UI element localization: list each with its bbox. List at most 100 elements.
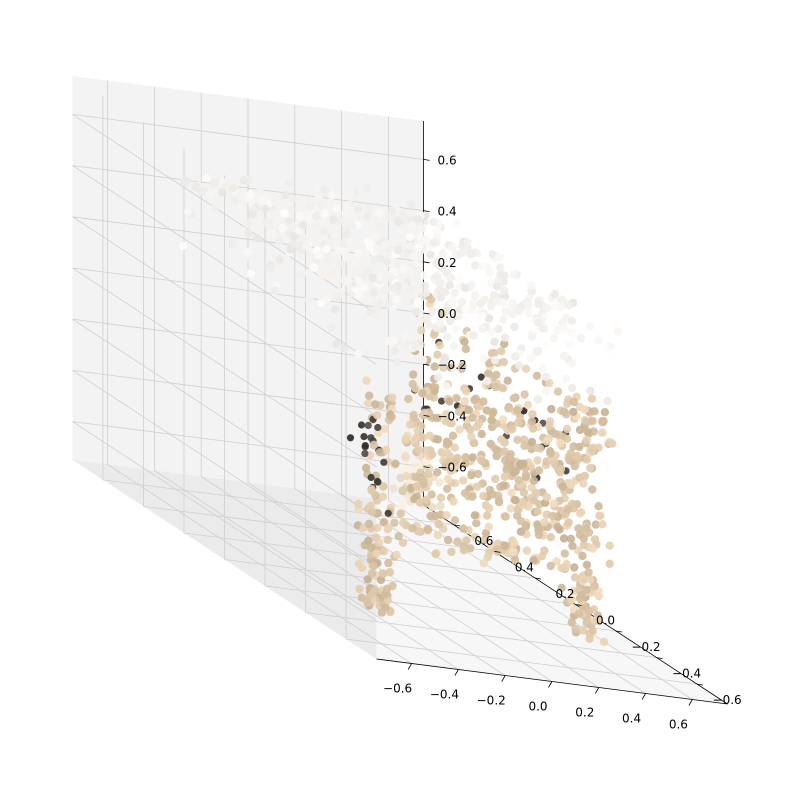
- data-point: [579, 540, 589, 550]
- data-point: [449, 341, 458, 351]
- data-point: [429, 330, 439, 339]
- data-point: [453, 537, 462, 546]
- data-point: [450, 443, 459, 452]
- x-tick-label: 0.2: [575, 706, 594, 720]
- data-point: [467, 305, 476, 314]
- data-point: [468, 453, 477, 462]
- data-point: [534, 466, 544, 475]
- data-point: [467, 432, 476, 441]
- data-point: [422, 495, 431, 504]
- data-point: [360, 317, 369, 326]
- data-point: [582, 560, 592, 569]
- data-point: [578, 626, 588, 635]
- grid-line: [72, 114, 377, 314]
- data-point: [266, 263, 276, 273]
- data-point: [334, 245, 343, 255]
- data-point: [399, 281, 409, 290]
- data-point: [301, 234, 310, 243]
- data-point: [443, 474, 453, 484]
- data-point: [499, 357, 508, 367]
- x-tick-mark: [688, 699, 693, 706]
- data-point: [527, 417, 537, 426]
- data-point: [376, 575, 386, 585]
- data-point: [426, 250, 435, 259]
- data-point: [605, 438, 614, 447]
- data-point: [419, 271, 429, 280]
- data-point: [275, 255, 284, 264]
- data-point: [582, 435, 591, 444]
- z-tick-label: 0.2: [438, 256, 457, 270]
- data-point: [403, 251, 412, 260]
- data-point: [605, 541, 614, 550]
- data-point: [431, 511, 440, 521]
- data-point: [387, 412, 396, 422]
- data-point: [472, 519, 481, 528]
- data-point: [288, 195, 297, 204]
- data-point: [374, 428, 383, 438]
- data-point: [569, 397, 579, 407]
- data-point: [530, 496, 539, 505]
- data-point: [499, 481, 508, 490]
- data-point: [585, 463, 595, 473]
- data-point: [451, 393, 461, 403]
- z-tick-mark: [423, 415, 430, 417]
- data-point: [443, 332, 452, 342]
- data-point: [417, 326, 426, 335]
- data-point: [320, 209, 329, 218]
- data-point: [366, 543, 375, 552]
- data-point: [478, 324, 487, 334]
- data-point: [398, 486, 407, 496]
- data-point: [384, 213, 393, 222]
- data-point: [449, 497, 458, 506]
- data-point: [533, 456, 542, 465]
- z-tick-label: −0.2: [438, 358, 467, 372]
- data-point: [442, 381, 451, 391]
- data-point: [428, 503, 437, 512]
- data-point: [453, 453, 462, 463]
- y-tick-mark: [453, 524, 460, 527]
- data-point: [327, 323, 336, 332]
- data-point: [436, 501, 445, 511]
- data-point: [440, 353, 450, 363]
- z-tick-mark: [423, 363, 430, 366]
- data-point: [542, 340, 551, 349]
- data-point: [405, 420, 415, 429]
- data-point: [541, 386, 551, 395]
- data-point: [311, 221, 321, 230]
- data-point: [494, 324, 503, 334]
- data-point: [314, 251, 323, 260]
- data-point: [588, 626, 597, 635]
- data-point: [486, 439, 495, 448]
- data-point: [271, 286, 280, 296]
- data-point: [613, 327, 623, 336]
- data-point: [497, 435, 506, 444]
- data-point: [423, 470, 433, 479]
- data-point: [575, 425, 585, 435]
- data-point: [562, 434, 572, 443]
- data-point: [560, 549, 569, 558]
- data-point: [398, 538, 408, 547]
- data-point: [571, 624, 580, 634]
- data-point: [466, 544, 475, 553]
- data-point: [487, 416, 496, 425]
- data-point: [488, 409, 497, 418]
- data-point: [528, 410, 537, 419]
- data-point: [382, 257, 392, 266]
- data-point: [330, 305, 340, 314]
- data-point: [519, 488, 529, 497]
- data-point: [369, 288, 378, 297]
- data-point: [445, 316, 455, 326]
- data-point: [477, 373, 485, 381]
- data-point: [583, 427, 592, 437]
- data-point: [427, 490, 436, 499]
- data-point: [351, 257, 360, 267]
- data-point: [492, 445, 501, 455]
- data-point: [448, 243, 457, 252]
- data-point: [296, 270, 305, 279]
- data-point: [431, 549, 440, 559]
- data-point: [522, 546, 532, 555]
- data-point: [509, 394, 518, 403]
- data-point: [439, 248, 448, 258]
- data-point: [390, 346, 400, 356]
- data-point: [580, 405, 589, 414]
